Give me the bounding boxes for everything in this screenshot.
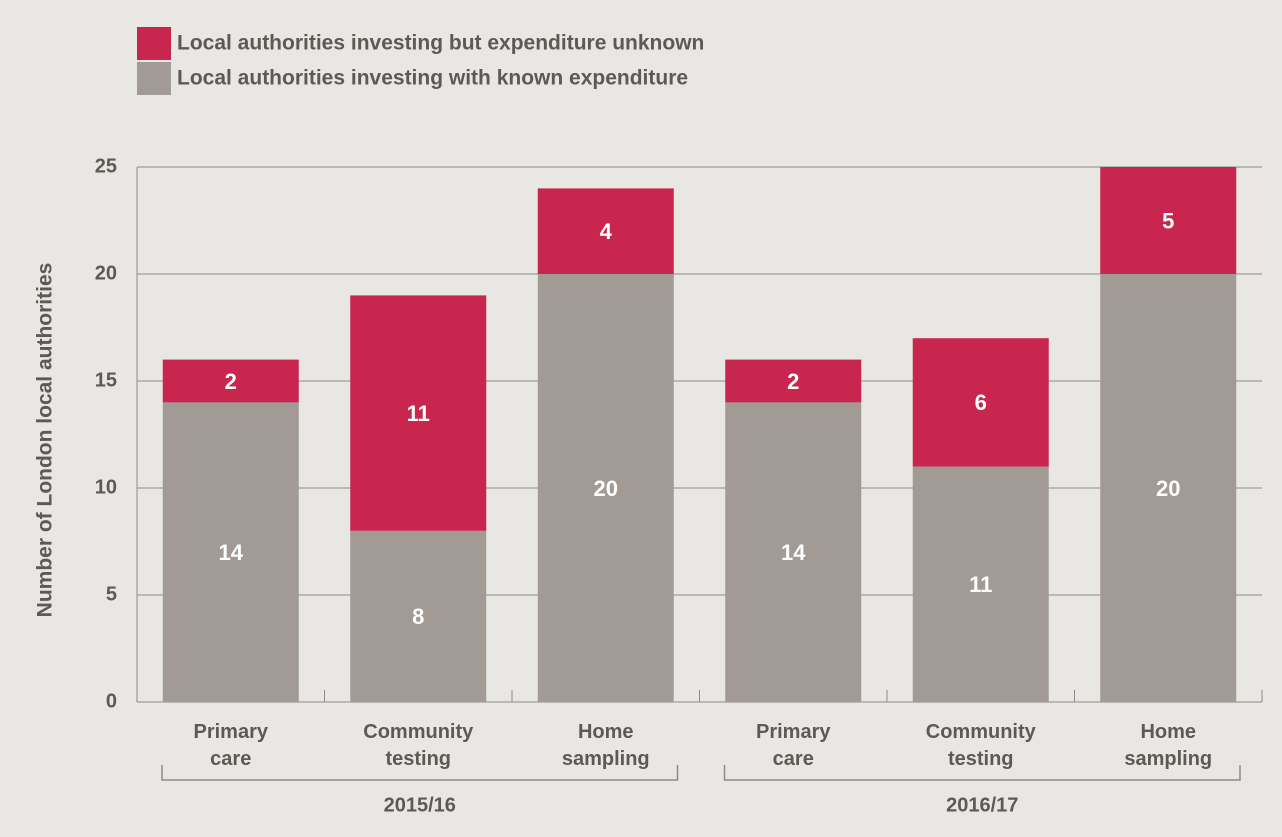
y-tick-label: 10 — [95, 476, 117, 498]
y-tick-label: 25 — [95, 155, 117, 177]
bar-segment — [537, 274, 674, 702]
group-bracket — [723, 765, 1241, 781]
y-tick-label: 15 — [95, 369, 117, 391]
x-tick-label-line: sampling — [1124, 748, 1212, 770]
value-label: 2 — [225, 369, 237, 394]
x-tick-label: Community testing — [926, 721, 1037, 770]
x-tick-label-line: care — [773, 748, 814, 770]
bar-segment — [350, 295, 487, 531]
y-axis-label: Number of London local authorities — [34, 263, 57, 618]
bar-segment — [912, 338, 1049, 467]
x-tick-label-line: care — [210, 748, 251, 770]
x-tick-label-line: Community — [926, 721, 1037, 743]
bar-segment — [350, 530, 487, 702]
y-tick-label: 0 — [106, 690, 117, 712]
value-label: 8 — [412, 604, 424, 629]
x-tick-label: Community testing — [363, 721, 474, 770]
x-tick-label: Home sampling — [1124, 721, 1212, 770]
value-label: 20 — [1156, 476, 1180, 501]
value-label: 6 — [975, 390, 987, 415]
bar-segment — [162, 402, 299, 702]
x-tick-label-line: Primary — [756, 721, 831, 743]
bar-segment — [1100, 274, 1237, 702]
x-tick-label-line: Home — [1140, 721, 1196, 743]
bar-segment — [162, 359, 299, 403]
legend-swatch — [137, 27, 171, 60]
x-tick-label-line: Primary — [194, 721, 269, 743]
bar-segment — [537, 188, 674, 274]
legend-label: Local authorities investing with known e… — [177, 67, 688, 90]
legend-swatch — [137, 62, 171, 95]
y-tick-label: 20 — [95, 262, 117, 284]
y-tick-label: 5 — [106, 583, 117, 605]
x-tick-label-line: sampling — [562, 748, 650, 770]
x-tick-label: Home sampling — [562, 721, 650, 770]
x-tick-label-line: testing — [948, 748, 1014, 770]
value-label: 11 — [407, 401, 430, 426]
x-tick-label-line: testing — [385, 748, 451, 770]
value-label: 4 — [600, 219, 613, 244]
value-label: 5 — [1162, 208, 1174, 233]
bar-segment — [725, 402, 862, 702]
value-label: 14 — [781, 540, 806, 565]
x-tick-label-line: Community — [363, 721, 474, 743]
value-label: 20 — [594, 476, 618, 501]
group-label: 2016/17 — [946, 794, 1018, 816]
x-tick-label: Primary care — [756, 721, 831, 770]
bar-segment — [1100, 167, 1237, 274]
value-label: 11 — [969, 572, 992, 597]
bar-segment — [725, 359, 862, 403]
group-label: 2015/16 — [384, 794, 456, 816]
value-label: 2 — [787, 369, 799, 394]
x-tick-label-line: Home — [578, 721, 634, 743]
group-bracket — [161, 765, 679, 781]
legend-label: Local authorities investing but expendit… — [177, 32, 704, 55]
value-label: 14 — [219, 540, 244, 565]
x-tick-label: Primary care — [194, 721, 269, 770]
bar-segment — [912, 466, 1049, 702]
